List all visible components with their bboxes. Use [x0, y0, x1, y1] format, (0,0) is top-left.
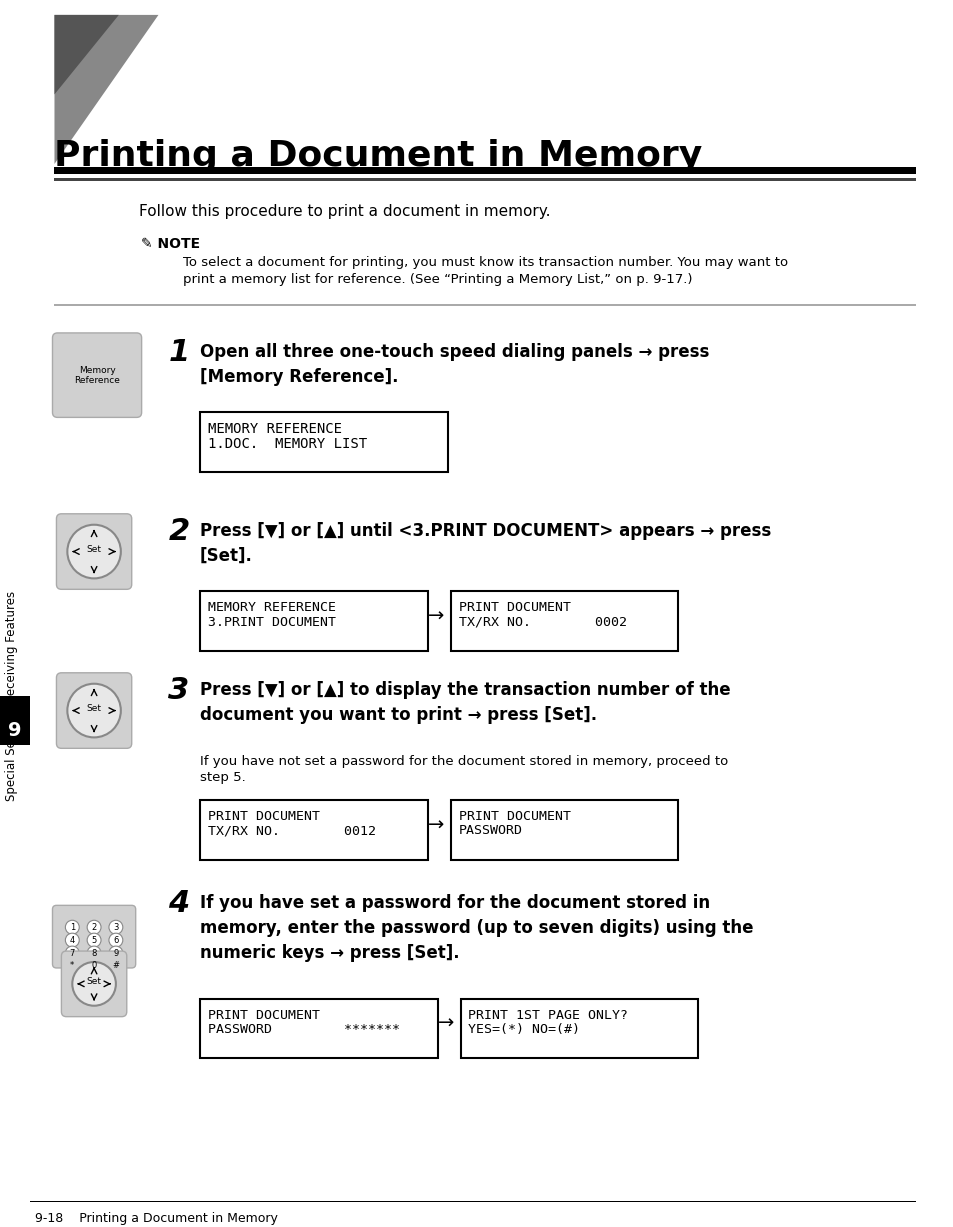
Text: PRINT DOCUMENT: PRINT DOCUMENT — [208, 1009, 319, 1022]
Text: To select a document for printing, you must know its transaction number. You may: To select a document for printing, you m… — [183, 256, 787, 270]
Text: #: # — [112, 962, 119, 971]
Text: memory, enter the password (up to seven digits) using the: memory, enter the password (up to seven … — [200, 919, 753, 937]
Text: TX/RX NO.        0002: TX/RX NO. 0002 — [458, 616, 626, 628]
Text: →: → — [437, 1014, 454, 1033]
Text: 1: 1 — [168, 337, 190, 367]
Text: 6: 6 — [113, 936, 118, 945]
Circle shape — [109, 934, 123, 947]
Bar — [54, 178, 915, 180]
Circle shape — [109, 920, 123, 934]
Circle shape — [87, 934, 101, 947]
Bar — [450, 800, 678, 860]
Text: Open all three one-touch speed dialing panels → press: Open all three one-touch speed dialing p… — [200, 342, 709, 361]
Text: Press [▼] or [▲] to display the transaction number of the: Press [▼] or [▲] to display the transact… — [200, 681, 730, 698]
Text: 1.DOC.  MEMORY LIST: 1.DOC. MEMORY LIST — [208, 437, 367, 452]
Text: PRINT 1ST PAGE ONLY?: PRINT 1ST PAGE ONLY? — [468, 1009, 628, 1022]
Text: PRINT DOCUMENT: PRINT DOCUMENT — [208, 810, 319, 823]
Circle shape — [66, 920, 79, 934]
Text: step 5.: step 5. — [200, 772, 246, 784]
Circle shape — [68, 683, 121, 737]
Circle shape — [87, 946, 101, 960]
Text: →: → — [427, 816, 443, 834]
Polygon shape — [54, 15, 119, 94]
Text: 5: 5 — [91, 936, 96, 945]
Text: YES=(*) NO=(#): YES=(*) NO=(#) — [468, 1023, 579, 1036]
Text: 4: 4 — [70, 936, 75, 945]
Text: MEMORY REFERENCE: MEMORY REFERENCE — [208, 422, 341, 437]
Bar — [54, 304, 915, 306]
Text: print a memory list for reference. (See “Printing a Memory List,” on p. 9-17.): print a memory list for reference. (See … — [183, 274, 692, 286]
Circle shape — [66, 934, 79, 947]
Text: 8: 8 — [91, 948, 96, 957]
Text: PRINT DOCUMENT: PRINT DOCUMENT — [458, 810, 570, 823]
Text: Set: Set — [87, 704, 101, 713]
Circle shape — [66, 960, 79, 973]
Text: 9-18    Printing a Document in Memory: 9-18 Printing a Document in Memory — [34, 1212, 277, 1226]
Circle shape — [68, 525, 121, 578]
Text: TX/RX NO.        0012: TX/RX NO. 0012 — [208, 825, 375, 837]
Bar — [200, 591, 427, 652]
Text: Special Sending/Receiving Features: Special Sending/Receiving Features — [6, 590, 18, 801]
Text: 0: 0 — [91, 962, 96, 971]
Text: *: * — [71, 962, 74, 971]
Circle shape — [109, 960, 123, 973]
Text: MEMORY REFERENCE: MEMORY REFERENCE — [208, 601, 335, 615]
Circle shape — [87, 960, 101, 973]
Text: If you have not set a password for the document stored in memory, proceed to: If you have not set a password for the d… — [200, 756, 727, 768]
Bar — [54, 167, 915, 174]
FancyBboxPatch shape — [56, 672, 132, 748]
Text: Set: Set — [87, 978, 101, 987]
FancyBboxPatch shape — [52, 333, 141, 417]
Text: 2: 2 — [91, 923, 96, 931]
Text: [Memory Reference].: [Memory Reference]. — [200, 368, 398, 385]
Circle shape — [87, 920, 101, 934]
FancyBboxPatch shape — [52, 906, 135, 968]
Text: Follow this procedure to print a document in memory.: Follow this procedure to print a documen… — [138, 204, 550, 218]
Bar — [200, 999, 437, 1059]
Text: 9: 9 — [113, 948, 118, 957]
Text: 4: 4 — [168, 890, 190, 919]
Text: PRINT DOCUMENT: PRINT DOCUMENT — [458, 601, 570, 615]
Text: PASSWORD: PASSWORD — [458, 825, 522, 837]
Bar — [200, 800, 427, 860]
FancyBboxPatch shape — [61, 951, 127, 1017]
Text: Printing a Document in Memory: Printing a Document in Memory — [54, 139, 702, 173]
Text: Press [▼] or [▲] until <3.PRINT DOCUMENT> appears → press: Press [▼] or [▲] until <3.PRINT DOCUMENT… — [200, 521, 771, 540]
Text: [Set].: [Set]. — [200, 546, 253, 564]
Bar — [0, 696, 30, 745]
Text: numeric keys → press [Set].: numeric keys → press [Set]. — [200, 944, 459, 962]
Text: Memory
Reference: Memory Reference — [74, 366, 120, 385]
Bar — [200, 412, 447, 472]
FancyBboxPatch shape — [56, 514, 132, 589]
Text: PASSWORD         *******: PASSWORD ******* — [208, 1023, 399, 1036]
Text: ✎ NOTE: ✎ NOTE — [140, 237, 199, 250]
Circle shape — [109, 946, 123, 960]
Text: →: → — [427, 606, 443, 626]
Text: 2: 2 — [168, 517, 190, 546]
Text: document you want to print → press [Set].: document you want to print → press [Set]… — [200, 706, 597, 724]
Text: 1: 1 — [70, 923, 75, 931]
Bar — [30, 1201, 915, 1202]
Circle shape — [66, 946, 79, 960]
Text: 3: 3 — [113, 923, 118, 931]
Text: 3: 3 — [168, 676, 190, 704]
Bar — [450, 591, 678, 652]
Text: 3.PRINT DOCUMENT: 3.PRINT DOCUMENT — [208, 616, 335, 628]
Text: If you have set a password for the document stored in: If you have set a password for the docum… — [200, 894, 709, 913]
Polygon shape — [54, 15, 158, 164]
Text: 7: 7 — [70, 948, 75, 957]
Text: 9: 9 — [8, 720, 22, 740]
Text: Set: Set — [87, 545, 101, 555]
Bar — [460, 999, 698, 1059]
Circle shape — [72, 962, 115, 1006]
